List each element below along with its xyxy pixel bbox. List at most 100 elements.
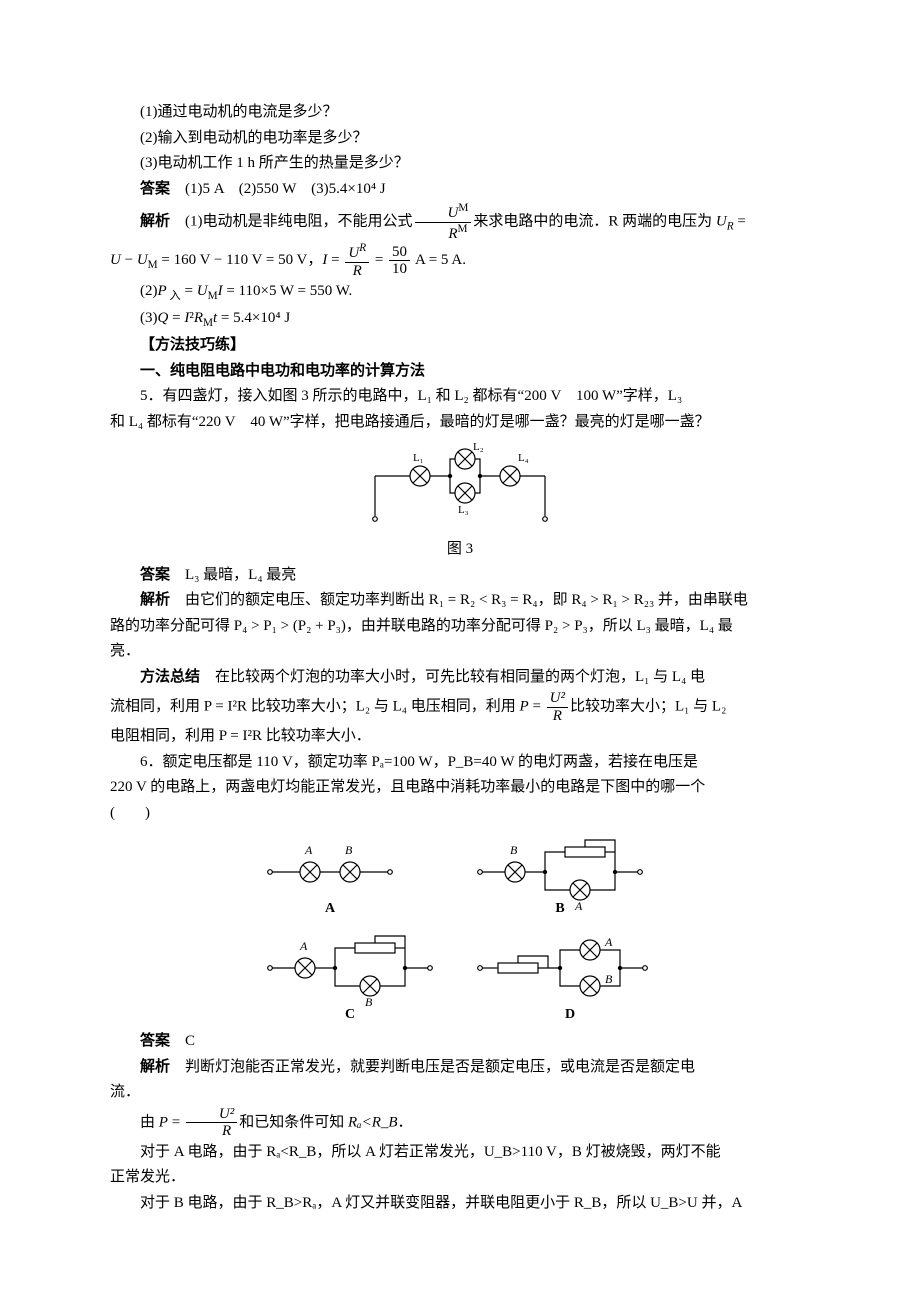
label-L3: L₃ xyxy=(458,504,469,516)
den: R xyxy=(448,226,457,242)
question-3: (3)电动机工作 1 h 所产生的热量是多少？ xyxy=(110,151,810,177)
problem-6-l1: 6．额定电压都是 110 V，额定功率 Pₐ=100 W，P_B=40 W 的电… xyxy=(110,750,810,776)
answer-label: 答案 xyxy=(140,181,170,197)
explanation-5-l1: 解析 由它们的额定电压、额定功率判断出 R₁ = R₂ < R₃ = R₄，即 … xyxy=(110,588,810,614)
var: Rₐ<R_B xyxy=(348,1114,398,1130)
figure-options-row1: A B A B A B xyxy=(110,832,810,922)
figure-options-row2: A B C A B D xyxy=(110,928,810,1023)
svg-text:B: B xyxy=(345,843,353,857)
t: C xyxy=(170,1033,195,1049)
question-1: (1)通过电动机的电流是多少？ xyxy=(110,100,810,126)
option-label-B: B xyxy=(555,901,564,916)
svg-text:A: A xyxy=(574,899,583,913)
sub: M xyxy=(208,290,218,302)
sup: M xyxy=(458,223,468,235)
section-title: 一、纯电阻电路中电功和电功率的计算方法 xyxy=(110,359,810,385)
explanation-1-line1: 解析 (1)电动机是非纯电阻，不能用公式UMRM来求电路中的电流．R 两端的电压… xyxy=(110,202,810,242)
svg-text:B: B xyxy=(510,843,518,857)
svg-text:B: B xyxy=(365,995,373,1009)
t: 判断灯泡能否正常发光，就要判断电压是否是额定电压，或电流是否是额定电 xyxy=(170,1059,695,1075)
problem-6-l3: ( ) xyxy=(110,801,810,827)
fraction: UMRM xyxy=(415,202,472,242)
sup: M xyxy=(458,202,468,214)
figure-3-caption: 图 3 xyxy=(110,537,810,563)
explanation-1-line2: U − UM = 160 V − 110 V = 50 V，I = URR = … xyxy=(110,242,810,279)
circuit-fig3: L₁ L₂ L₃ L₄ xyxy=(355,441,565,531)
sub: M xyxy=(148,259,158,271)
explanation-6-l2: 流． xyxy=(110,1080,810,1106)
t: 由 xyxy=(140,1114,159,1130)
explanation-label: 解析 xyxy=(140,592,170,608)
method-summary-l3: 电阻相同，利用 P = I²R 比较功率大小． xyxy=(110,724,810,750)
t: 和已知条件可知 xyxy=(239,1114,348,1130)
paragraph-A-l1: 对于 A 电路，由于 Rₐ<R_B，所以 A 灯若正常发光，U_B>110 V，… xyxy=(110,1140,810,1166)
t: 来求电路中的电流．R 两端的电压为 xyxy=(473,213,716,229)
label-L4: L₄ xyxy=(518,452,529,464)
var: U xyxy=(716,213,727,229)
var: U xyxy=(110,252,121,268)
t: = 160 V − 110 V = 50 V， xyxy=(158,252,323,268)
num: U² xyxy=(547,690,568,708)
t: 流相同，利用 P = I²R 比较功率大小；L₂ 与 L₄ 电压相同，利用 xyxy=(110,699,520,715)
option-label-C: C xyxy=(345,1007,355,1022)
paragraph-B-l1: 对于 B 电路，由于 R_B>Rₐ，A 灯又并联变阻器，并联电阻更小于 R_B，… xyxy=(110,1191,810,1217)
fraction: U²R xyxy=(186,1106,237,1140)
method-summary-label: 方法总结 xyxy=(140,669,200,685)
num: U xyxy=(348,245,359,261)
t: 在比较两个灯泡的功率大小时，可先比较有相同量的两个灯泡，L₁ 与 L₄ 电 xyxy=(200,669,705,685)
t: L₃ 最暗，L₄ 最亮 xyxy=(170,567,296,583)
explanation-5-l2: 路的功率分配可得 P₄ > P₁ > (P₂ + P₃)，由并联电路的功率分配可… xyxy=(110,614,810,640)
circuit-options-row1: A B A B A B xyxy=(250,832,670,922)
t: = xyxy=(327,252,343,268)
figure-3: L₁ L₂ L₃ L₄ xyxy=(110,441,810,531)
method-title: 【方法技巧练】 xyxy=(110,333,810,359)
fraction: U²R xyxy=(547,690,568,724)
circuit-options-row2: A B C A B D xyxy=(250,928,670,1023)
explanation-label: 解析 xyxy=(140,1059,170,1075)
sup: R xyxy=(359,242,366,254)
answer-1: 答案 (1)5 A (2)550 W (3)5.4×10⁴ J xyxy=(110,177,810,203)
t: 比较功率大小；L₁ 与 L₂ xyxy=(570,699,726,715)
problem-6-l2: 220 V 的电路上，两盏电灯均能正常发光，且电路中消耗功率最小的电路是下图中的… xyxy=(110,775,810,801)
var: U xyxy=(137,252,148,268)
label-L2: L₂ xyxy=(473,441,484,453)
answer-label: 答案 xyxy=(140,1033,170,1049)
svg-text:A: A xyxy=(299,939,308,953)
t: A = 5 A. xyxy=(412,252,466,268)
num: U² xyxy=(186,1106,237,1124)
sub: M xyxy=(203,317,213,329)
var: P xyxy=(158,283,167,299)
explanation-2: (2)P 入 = UMI = 110×5 W = 550 W. xyxy=(110,279,810,306)
option-label-A: A xyxy=(325,901,336,916)
var: Q xyxy=(158,310,169,326)
num: 50 xyxy=(389,244,410,262)
option-label-D: D xyxy=(565,1007,575,1022)
svg-text:A: A xyxy=(304,843,313,857)
var: P xyxy=(520,699,529,715)
explanation-5-l3: 亮． xyxy=(110,639,810,665)
paragraph-A-l2: 正常发光． xyxy=(110,1165,810,1191)
t: = xyxy=(181,283,197,299)
sub: R xyxy=(727,220,734,232)
t: = xyxy=(529,699,545,715)
t: (1)电动机是非纯电阻，不能用公式 xyxy=(170,213,413,229)
t: = xyxy=(734,213,746,229)
t: (2) xyxy=(140,283,158,299)
t: ． xyxy=(398,1114,413,1130)
var: R xyxy=(194,310,203,326)
question-2: (2)输入到电动机的电功率是多少？ xyxy=(110,126,810,152)
explanation-3: (3)Q = I²RMt = 5.4×10⁴ J xyxy=(110,306,810,333)
explanation-label: 解析 xyxy=(140,213,170,229)
method-summary-l2: 流相同，利用 P = I²R 比较功率大小；L₂ 与 L₄ 电压相同，利用 P … xyxy=(110,690,810,724)
den: R xyxy=(186,1123,237,1140)
t: = 110×5 W = 550 W. xyxy=(223,283,353,299)
problem-5-l1: 5．有四盏灯，接入如图 3 所示的电路中，L₁ 和 L₂ 都标有“200 V 1… xyxy=(110,384,810,410)
t: 由它们的额定电压、额定功率判断出 R₁ = R₂ < R₃ = R₄，即 R₄ … xyxy=(170,592,748,608)
t: = xyxy=(168,310,184,326)
t: (3) xyxy=(140,310,158,326)
den: R xyxy=(547,708,568,725)
den: R xyxy=(353,263,362,279)
answer-6: 答案 C xyxy=(110,1029,810,1055)
num: U xyxy=(448,205,459,221)
answer-5: 答案 L₃ 最暗，L₄ 最亮 xyxy=(110,563,810,589)
